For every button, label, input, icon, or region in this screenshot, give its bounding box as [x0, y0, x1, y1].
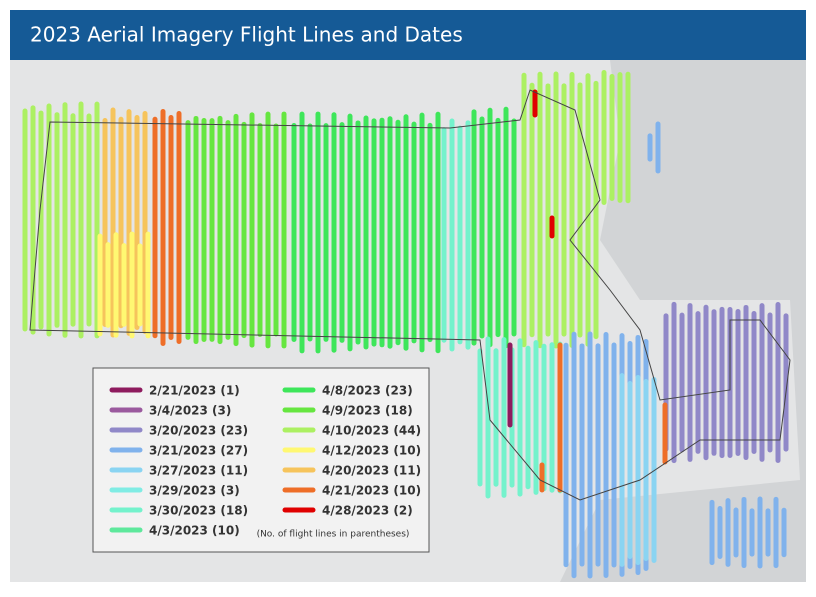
state-outline — [29, 89, 791, 501]
legend-label: 3/29/2023 (3) — [149, 484, 240, 498]
legend-label: 3/27/2023 (11) — [149, 464, 248, 478]
legend-box — [92, 367, 430, 553]
legend-label: 3/20/2023 (23) — [149, 424, 248, 438]
legend-label: 3/21/2023 (27) — [149, 444, 248, 458]
legend: (No. of flight lines in parentheses) 2/2… — [92, 367, 430, 553]
legend-label: 3/30/2023 (18) — [149, 504, 248, 518]
legend-label: 4/28/2023 (2) — [322, 504, 413, 518]
legend-label: 4/10/2023 (44) — [322, 424, 421, 438]
legend-label: 3/4/2023 (3) — [149, 404, 231, 418]
legend-note: (No. of flight lines in parentheses) — [257, 530, 410, 540]
legend-label: 4/12/2023 (10) — [322, 444, 421, 458]
title-bar — [10, 10, 806, 60]
legend-label: 2/21/2023 (1) — [149, 384, 240, 398]
flight-lines — [22, 70, 789, 579]
legend-label: 4/21/2023 (10) — [322, 484, 421, 498]
title: 2023 Aerial Imagery Flight Lines and Dat… — [30, 23, 463, 47]
legend-label: 4/3/2023 (10) — [149, 524, 240, 538]
legend-label: 4/8/2023 (23) — [322, 384, 413, 398]
legend-label: 4/9/2023 (18) — [322, 404, 413, 418]
legend-label: 4/20/2023 (11) — [322, 464, 421, 478]
